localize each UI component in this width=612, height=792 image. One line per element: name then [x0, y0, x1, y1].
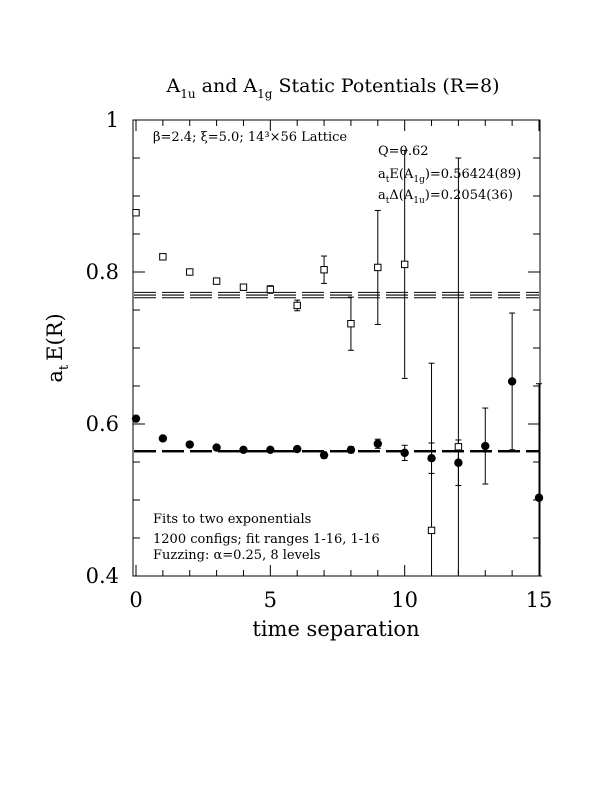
data-point-circle: [507, 377, 517, 386]
data-point-square: [239, 283, 248, 291]
data-point-circle: [534, 493, 544, 502]
x-axis-label: time separation: [252, 617, 419, 641]
data-point-circle: [266, 445, 275, 455]
x-tick-labels: 0 5 10 15: [129, 588, 552, 612]
x-tick-label: 5: [264, 588, 277, 612]
fit-lines: [134, 291, 539, 453]
data-point-square: [293, 301, 301, 310]
note-line-2: 1200 configs; fit ranges 1-16, 1-16: [153, 532, 380, 547]
fit-gap-value: atΔ(A1u)=0.2054(36): [378, 188, 513, 206]
data-point-square: [374, 263, 382, 272]
fit-energy-value: atE(A1g)=0.56424(89): [378, 167, 521, 185]
y-axis-label: atE(R): [43, 313, 72, 382]
data-point-square: [132, 209, 140, 217]
data-point-circle: [158, 434, 168, 443]
fit-q-value: Q=0.62: [378, 144, 429, 159]
data-point-circle: [131, 414, 141, 423]
x-tick-label: 15: [526, 588, 553, 612]
data-point-square: [400, 260, 409, 269]
data-point-square: [159, 253, 167, 261]
y-tick-label: 0.6: [86, 412, 119, 436]
y-tick-label: 0.8: [86, 260, 119, 284]
data-point-circle: [185, 440, 194, 449]
data-point-square: [186, 268, 194, 276]
data-point-circle: [212, 443, 221, 452]
data-point-square: [347, 319, 355, 328]
data-point-square: [454, 443, 463, 451]
data-series: [131, 149, 544, 577]
data-point-circle: [373, 439, 382, 448]
data-point-circle: [346, 445, 356, 455]
data-point-square: [427, 526, 436, 535]
y-tick-label: 1: [106, 108, 119, 132]
data-point-square: [212, 277, 221, 285]
y-tick-labels: 0.4 0.6 0.8 1: [86, 108, 119, 588]
data-point-circle: [293, 444, 302, 454]
x-tick-label: 10: [391, 588, 418, 612]
lattice-label: β=2.4; ξ=5.0; 14³×56 Lattice: [153, 130, 347, 145]
note-line-1: Fits to two exponentials: [153, 512, 311, 527]
series-open-squares: [132, 149, 463, 577]
data-point-circle: [481, 441, 490, 451]
note-line-3: Fuzzing: α=0.25, 8 levels: [153, 548, 320, 563]
data-point-circle: [239, 445, 248, 455]
data-point-circle: [319, 450, 329, 460]
data-point-circle: [400, 448, 409, 458]
chart-title: A1u and A1g Static Potentials (R=8): [166, 75, 500, 101]
x-tick-label: 0: [129, 588, 142, 612]
data-point-square: [320, 266, 328, 274]
data-point-square: [266, 285, 275, 294]
y-tick-label: 0.4: [86, 564, 119, 588]
